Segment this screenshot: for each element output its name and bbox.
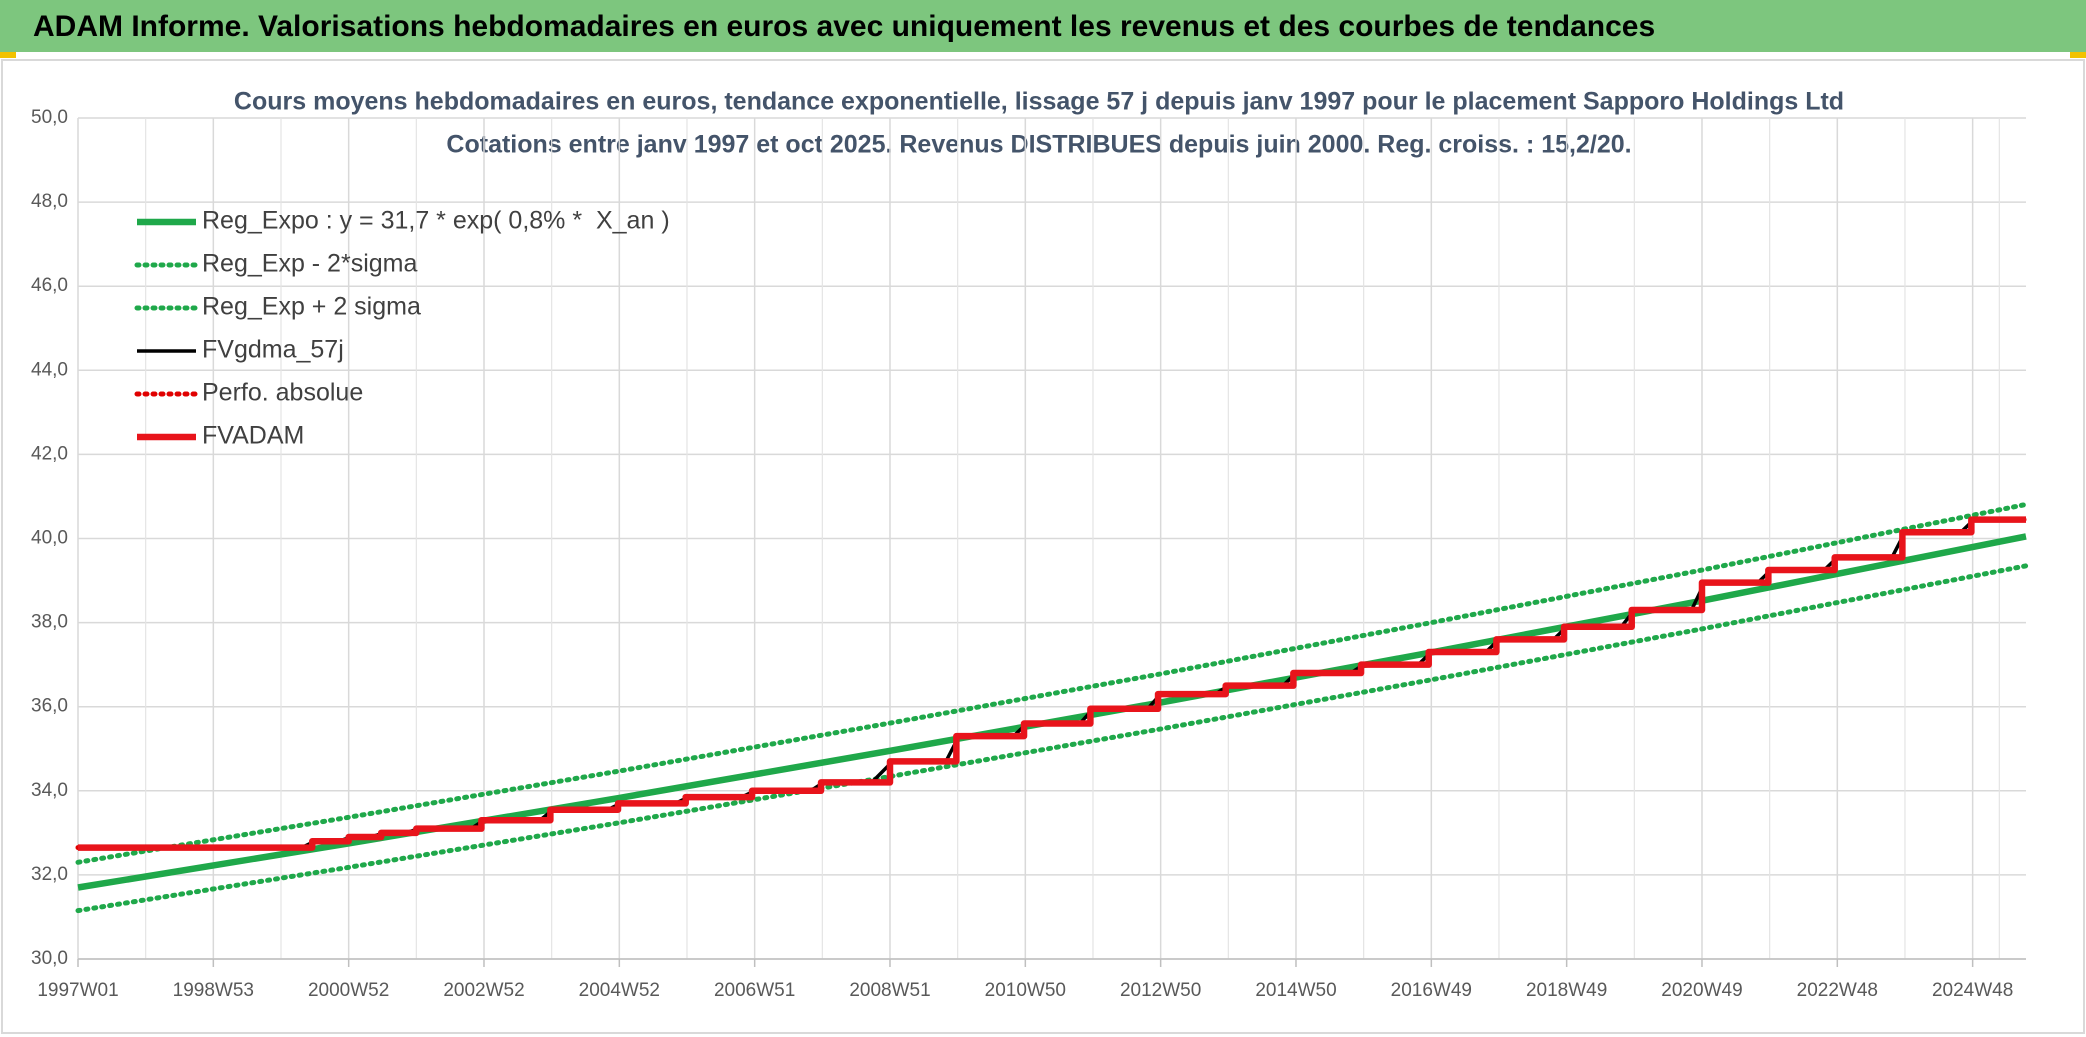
y-tick-label: 40,0 [31,528,68,549]
y-tick-label: 36,0 [31,696,68,717]
legend-label: Reg_Exp - 2*sigma [202,250,417,278]
y-tick-label: 50,0 [31,107,68,128]
x-tick-label: 2002W52 [443,980,524,1001]
series-line [75,563,2029,914]
chart-title: Cours moyens hebdomadaires en euros, ten… [234,88,1844,116]
corner-mark [0,52,16,58]
x-tick-label: 2020W49 [1661,980,1742,1001]
y-tick-label: 44,0 [31,359,68,380]
legend-label: Reg_Exp + 2 sigma [202,293,421,321]
x-tick-label: 1998W53 [173,980,254,1001]
legend-label: Perfo. absolue [202,379,363,407]
grid [77,117,2026,960]
x-tick-label: 2004W52 [579,980,660,1001]
x-tick-label: 2006W51 [714,980,795,1001]
y-tick-label: 34,0 [31,780,68,801]
x-tick-label: 1997W01 [37,980,118,1001]
x-tick-label: 2024W48 [1932,980,2013,1001]
x-tick-label: 2010W50 [985,980,1066,1001]
x-tick-label: 2018W49 [1526,980,1607,1001]
series-line [75,501,2029,865]
legend-label: FVgdma_57j [202,336,344,364]
x-tick-label: 2012W50 [1120,980,1201,1001]
chart-subtitle: Cotations entre janv 1997 et oct 2025. R… [446,131,1631,159]
legend-label: FVADAM [202,422,304,450]
x-tick-label: 2016W49 [1391,980,1472,1001]
y-tick-label: 32,0 [31,864,68,885]
legend-label: Reg_Expo : y = 31,7 * exp( 0,8% * X_an ) [202,207,670,235]
x-tick-label: 2008W51 [849,980,930,1001]
series-line [78,516,2026,851]
legend: Reg_Expo : y = 31,7 * exp( 0,8% * X_an )… [134,207,670,450]
y-tick-label: 30,0 [31,948,68,969]
x-tick-label: 2022W48 [1797,980,1878,1001]
header-band [0,0,2086,52]
y-tick-label: 48,0 [31,191,68,212]
y-tick-label: 42,0 [31,443,68,464]
chart-border [1,59,2085,1034]
header-title: ADAM Informe. Valorisations hebdomadaire… [33,10,1655,43]
y-tick-label: 38,0 [31,612,68,633]
y-tick-label: 46,0 [31,275,68,296]
corner-mark [2070,52,2086,58]
x-tick-label: 2000W52 [308,980,389,1001]
x-tick-label: 2014W50 [1255,980,1336,1001]
